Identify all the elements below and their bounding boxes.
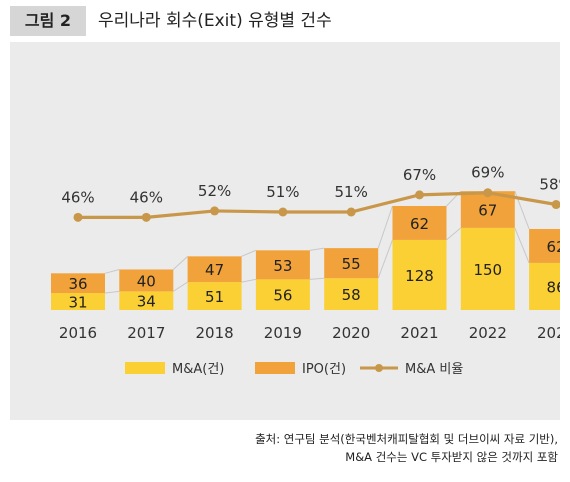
x-tick-label: 2023: [537, 324, 560, 342]
x-tick-label: 2022: [469, 324, 507, 342]
connector-line-total: [104, 269, 120, 274]
ratio-value-label: 69%: [471, 164, 504, 182]
bar-ma: [324, 278, 379, 310]
source-note: 출처: 연구팀 분석(한국벤처캐피탈협회 및 더브이씨 자료 기반), M&A …: [255, 430, 558, 466]
bar-ma: [119, 291, 174, 310]
ipo-value-label: 40: [137, 272, 156, 290]
ratio-value-label: 51%: [335, 183, 368, 201]
ratio-line: [78, 191, 557, 219]
ipo-value-label: 36: [68, 275, 87, 293]
bar-ipo: [324, 248, 379, 279]
legend-label-ma: M&A(건): [172, 362, 224, 377]
connector-line-total: [172, 255, 188, 270]
bar-ma: [460, 227, 515, 310]
bar-ipo: [529, 228, 560, 263]
ma-value-label: 31: [68, 294, 87, 312]
ipo-value-label: 67: [478, 202, 497, 220]
bar-ma: [255, 279, 310, 310]
x-tick-label: 2018: [196, 324, 234, 342]
ratio-value-label: 67%: [403, 166, 436, 184]
connector-line-ma: [309, 277, 325, 280]
bar-ipo: [51, 273, 105, 294]
source-line-1: 출처: 연구팀 분석(한국벤처캐피탈협회 및 더브이씨 자료 기반),: [255, 432, 558, 446]
ma-value-label: 86: [547, 278, 560, 296]
bar-ma: [392, 239, 447, 310]
ratio-point: [551, 200, 560, 210]
bar-ma: [529, 262, 560, 310]
ratio-value-label: 46%: [130, 188, 163, 206]
connector-line-ma: [514, 227, 530, 264]
legend-swatch-ma: [125, 362, 165, 374]
connector-line-ma: [104, 290, 120, 294]
bar-ipo: [119, 269, 174, 292]
ma-value-label: 34: [137, 293, 156, 311]
x-tick-label: 2017: [127, 324, 165, 342]
connector-line-ma: [446, 227, 462, 241]
connector-line-total: [309, 247, 325, 251]
figure-title: 우리나라 회수(Exit) 유형별 건수: [98, 11, 332, 31]
legend-marker-ratio: [375, 364, 383, 372]
connector-line-ma: [241, 278, 256, 283]
x-tick-label: 2016: [59, 324, 97, 342]
ratio-point: [141, 212, 151, 222]
ratio-point: [483, 188, 493, 198]
source-line-2: M&A 건수는 VC 투자받지 않은 것까지 포함: [345, 450, 558, 464]
ratio-point: [415, 190, 424, 200]
ma-value-label: 128: [405, 267, 434, 285]
bar-ipo: [187, 256, 242, 283]
bar-ma: [51, 293, 105, 310]
connector-line-ma: [173, 281, 188, 292]
figure-label: 그림 2: [10, 6, 86, 36]
bar-ma: [187, 282, 242, 310]
ratio-point: [278, 207, 288, 217]
bar-ipo: [392, 205, 447, 240]
bar-ipo: [255, 250, 310, 280]
ratio-point: [346, 207, 356, 217]
ipo-value-label: 62: [410, 215, 429, 233]
x-tick-label: 2020: [332, 324, 370, 342]
legend-label-ipo: IPO(건): [302, 362, 346, 377]
ratio-point: [210, 206, 220, 216]
x-tick-label: 2019: [264, 324, 302, 342]
ipo-value-label: 53: [273, 257, 292, 275]
legend-swatch-ipo: [255, 362, 295, 374]
connector-line-total: [377, 205, 393, 249]
ma-value-label: 56: [273, 287, 292, 305]
ratio-value-label: 46%: [61, 188, 94, 206]
ipo-value-label: 47: [205, 261, 224, 279]
connector-line-total: [241, 249, 257, 257]
x-tick-label: 2021: [400, 324, 438, 342]
ipo-value-label: 62: [547, 238, 560, 256]
figure-header: 그림 2 우리나라 회수(Exit) 유형별 건수: [10, 6, 560, 36]
ratio-value-label: 52%: [198, 182, 231, 200]
ma-value-label: 51: [205, 288, 224, 306]
ma-value-label: 150: [473, 261, 502, 279]
ipo-value-label: 55: [342, 255, 361, 273]
ma-value-label: 58: [342, 286, 361, 304]
ratio-value-label: 51%: [266, 183, 299, 201]
connector-line-ma: [377, 239, 393, 279]
ratio-point: [73, 212, 83, 222]
ratio-value-label: 58%: [539, 176, 560, 194]
legend-label-ratio: M&A 비율: [405, 362, 463, 377]
